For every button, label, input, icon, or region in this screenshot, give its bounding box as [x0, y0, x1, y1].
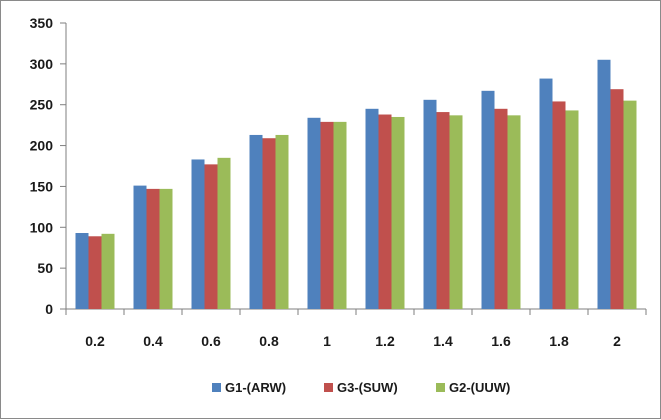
bar-g1-arw — [597, 59, 611, 310]
bar-g2-uuw — [217, 157, 231, 309]
bar-g1-arw — [481, 90, 495, 309]
bar-g2-uuw — [101, 233, 115, 309]
x-tick-label: 0.6 — [201, 333, 221, 349]
bar-g1-arw — [539, 78, 553, 310]
x-tick-label: 1 — [323, 333, 331, 349]
y-tick-label: 200 — [30, 138, 54, 154]
y-tick-label: 300 — [30, 56, 54, 72]
legend: G1-(ARW) G3-(SUW) G2-(UUW) — [212, 380, 510, 395]
bar-g2-uuw — [159, 188, 173, 309]
x-tick-label: 2 — [613, 333, 621, 349]
legend-swatch — [324, 383, 333, 392]
bar-g2-uuw — [565, 110, 579, 309]
bar-g1-arw — [133, 185, 147, 309]
legend-swatch — [436, 383, 445, 392]
bar-g2-uuw — [507, 115, 521, 309]
y-axis: 0 50 100 150 200 250 300 350 — [30, 15, 67, 317]
bar-g3-suw — [88, 236, 102, 309]
bar-g3-suw — [494, 108, 508, 309]
x-tick-label: 1.2 — [375, 333, 395, 349]
bar-g3-suw — [320, 121, 334, 309]
bar-g2-uuw — [623, 100, 637, 309]
y-tick-label: 250 — [30, 97, 54, 113]
y-tick-label: 350 — [30, 15, 54, 31]
bar-g1-arw — [191, 159, 205, 309]
x-tick-label: 0.4 — [143, 333, 163, 349]
bar-g2-uuw — [333, 121, 347, 309]
bars — [75, 59, 637, 310]
y-tick-label: 50 — [37, 260, 53, 276]
x-tick-label: 1.4 — [433, 333, 453, 349]
bar-g3-suw — [146, 188, 160, 309]
bar-g3-suw — [262, 138, 276, 309]
y-tick-label: 0 — [45, 301, 53, 317]
y-tick-label: 150 — [30, 178, 54, 194]
bar-g1-arw — [249, 134, 263, 309]
bar-g3-suw — [610, 89, 624, 309]
x-tick-label: 1.6 — [491, 333, 511, 349]
x-axis: 0.2 0.4 0.6 0.8 1 1.2 1.4 1.6 1.8 2 — [65, 308, 647, 349]
bar-g2-uuw — [449, 115, 463, 309]
bar-g3-suw — [204, 164, 218, 309]
y-tick-label: 100 — [30, 219, 54, 235]
bar-g3-suw — [436, 112, 450, 309]
legend-label: G1-(ARW) — [225, 380, 286, 395]
bar-g3-suw — [378, 114, 392, 310]
legend-swatch — [212, 383, 221, 392]
legend-label: G2-(UUW) — [449, 380, 510, 395]
bar-g1-arw — [365, 108, 379, 309]
x-tick-label: 0.8 — [259, 333, 279, 349]
bar-g1-arw — [307, 117, 321, 309]
bar-g3-suw — [552, 101, 566, 310]
bar-g1-arw — [75, 233, 89, 309]
x-tick-label: 1.8 — [549, 333, 569, 349]
bar-g2-uuw — [391, 116, 405, 309]
x-tick-label: 0.2 — [85, 333, 105, 349]
bar-g2-uuw — [275, 134, 289, 309]
legend-label: G3-(SUW) — [337, 380, 398, 395]
bar-g1-arw — [423, 99, 437, 309]
